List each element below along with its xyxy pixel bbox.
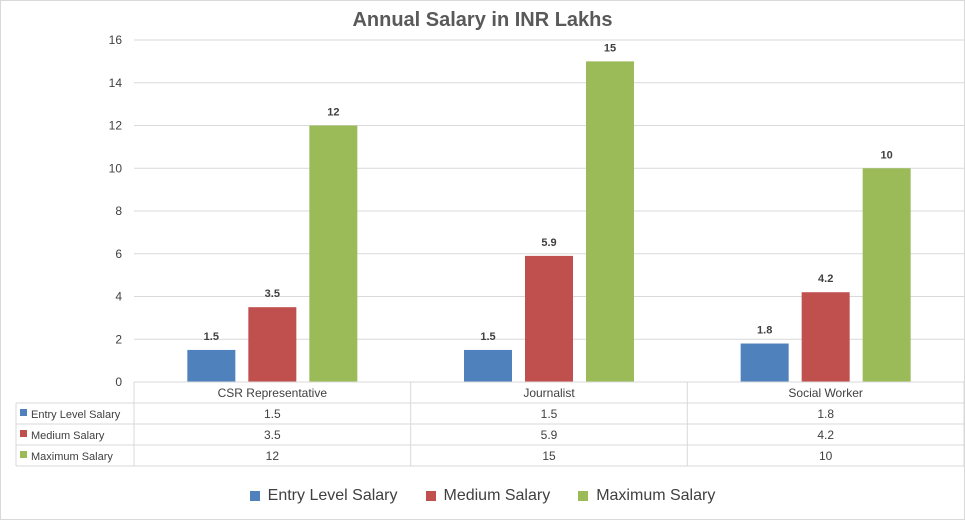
legend-swatch-maximum (578, 491, 589, 501)
bar-s2-c2 (862, 168, 911, 382)
table-cell-s2-c2: 10 (819, 449, 833, 463)
legend-item-entry: Entry Level Salary (249, 487, 398, 505)
legend-item-medium: Medium Salary (425, 487, 551, 505)
bar-s2-c0 (309, 125, 358, 382)
legend: Entry Level Salary Medium Salary Maximum… (1, 487, 964, 505)
data-label-s2-c0: 12 (327, 107, 339, 119)
legend-label-medium: Medium Salary (443, 487, 551, 504)
y-tick-label-0: 0 (115, 375, 122, 389)
data-label-s2-c2: 10 (881, 149, 893, 161)
table-row-label-1: Medium Salary (31, 430, 105, 442)
table-cell-s0-c1: 1.5 (541, 407, 558, 421)
legend-swatch-medium (425, 491, 436, 501)
y-tick-label-8: 16 (109, 33, 123, 47)
y-tick-label-1: 2 (115, 332, 122, 346)
data-label-s1-c0: 3.5 (265, 288, 280, 300)
bar-s0-c1 (464, 349, 512, 382)
y-tick-label-4: 8 (115, 204, 122, 218)
bar-s2-c1 (586, 61, 634, 382)
table-legend-key-2 (20, 451, 27, 458)
table-cell-s0-c0: 1.5 (264, 407, 281, 421)
bar-s0-c0 (187, 349, 236, 382)
table-cell-s1-c0: 3.5 (264, 428, 281, 442)
table-cell-s2-c0: 12 (266, 449, 280, 463)
y-tick-label-7: 14 (109, 76, 123, 90)
legend-item-maximum: Maximum Salary (578, 487, 715, 505)
category-label-0: CSR Representative (218, 386, 328, 400)
legend-label-entry: Entry Level Salary (267, 487, 398, 504)
legend-swatch-entry (249, 491, 260, 501)
y-tick-label-5: 10 (109, 161, 123, 175)
category-label-1: Journalist (523, 386, 575, 400)
bar-chart: 0 2 4 6 8 10 12 14 16 1.5 1.5 1.8 3.5 5.9 4.2 12 15 10 CSR… (15, 33, 964, 467)
chart-title: Annual Salary in INR Lakhs (352, 9, 613, 31)
bar-s1-c2 (801, 292, 850, 382)
data-label-s2-c1: 15 (604, 42, 616, 54)
bar-s0-c2 (740, 343, 789, 382)
table-row-label-0: Entry Level Salary (31, 409, 121, 421)
table-cell-s0-c2: 1.8 (817, 407, 834, 421)
table-cell-s1-c2: 4.2 (817, 428, 834, 442)
data-label-s0-c0: 1.5 (204, 331, 219, 343)
data-label-s0-c1: 1.5 (480, 331, 495, 343)
legend-label-maximum: Maximum Salary (596, 487, 716, 504)
table-legend-key-1 (20, 430, 27, 437)
bar-s1-c0 (248, 307, 297, 382)
y-tick-label-2: 4 (115, 290, 122, 304)
y-tick-label-6: 12 (109, 119, 123, 133)
bar-s1-c1 (525, 255, 573, 382)
table-cell-s2-c1: 15 (542, 449, 556, 463)
data-label-s1-c2: 4.2 (818, 273, 833, 285)
table-cell-s1-c1: 5.9 (541, 428, 558, 442)
data-label-s1-c1: 5.9 (541, 237, 556, 249)
table-legend-key-0 (20, 409, 27, 416)
y-tick-label-3: 6 (115, 247, 122, 261)
category-label-2: Social Worker (788, 386, 862, 400)
table-row-label-2: Maximum Salary (31, 451, 113, 463)
data-label-s0-c2: 1.8 (757, 325, 772, 337)
